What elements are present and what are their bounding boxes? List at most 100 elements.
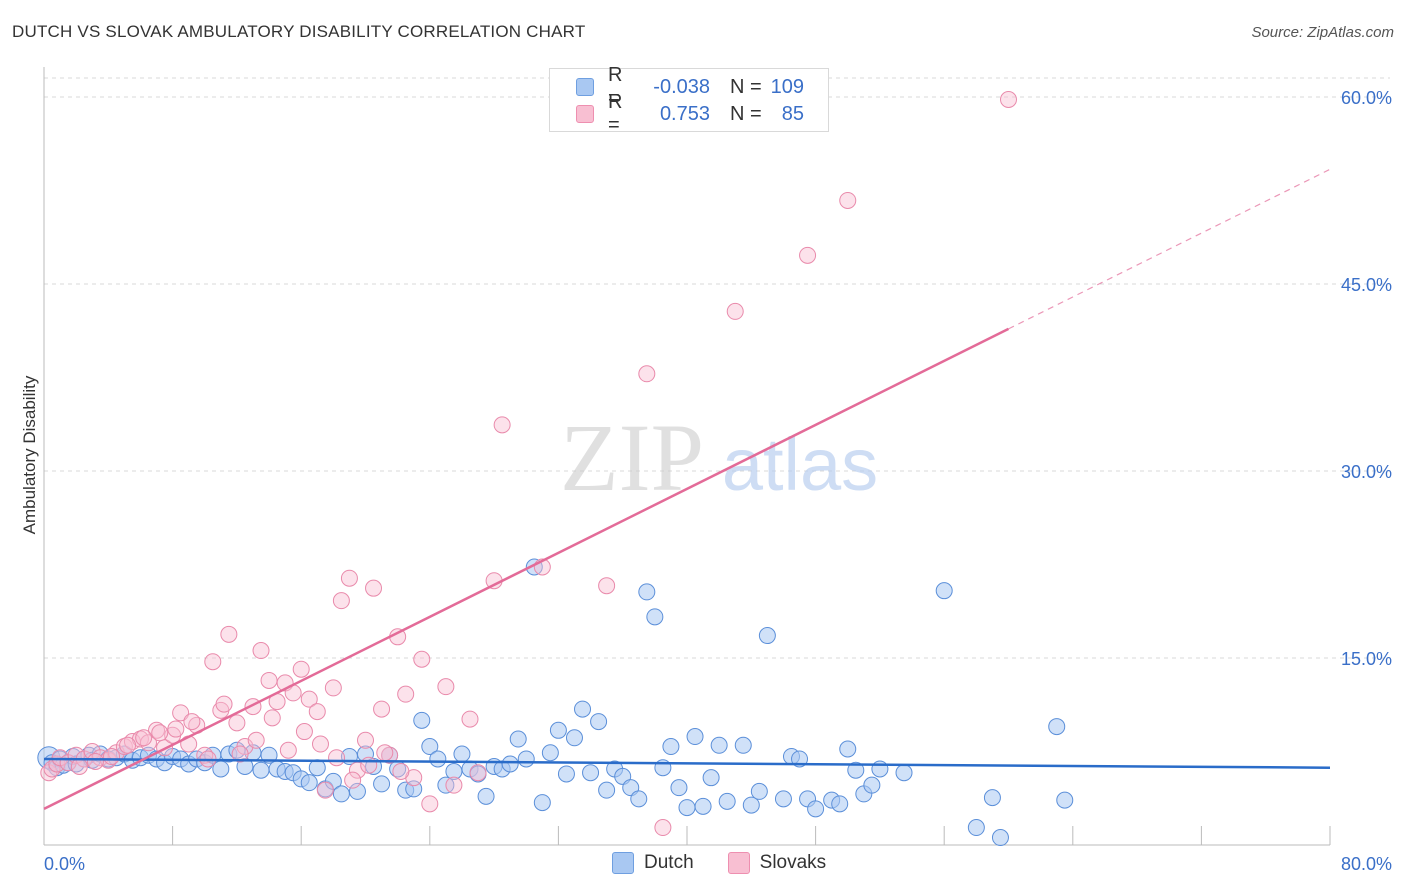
watermark-zip: ZIP xyxy=(560,404,704,511)
slovak-point xyxy=(279,741,297,759)
dutch-point xyxy=(935,582,953,600)
slovak-point xyxy=(357,731,374,749)
dutch-point xyxy=(839,740,857,758)
slovak-point xyxy=(839,191,857,209)
dutch-point xyxy=(670,779,688,797)
slovak-point xyxy=(183,713,201,731)
dutch-point xyxy=(863,776,881,794)
slovak-point xyxy=(148,721,166,739)
legend-n-label: N = xyxy=(730,75,762,98)
slovak-point xyxy=(231,745,249,763)
dutch-point xyxy=(541,744,559,762)
dutch-point xyxy=(967,819,985,837)
slovak-point xyxy=(316,781,334,799)
slovak-point xyxy=(260,671,278,689)
dutch-point xyxy=(983,789,1001,807)
slovak-point xyxy=(461,710,479,728)
dutch-point xyxy=(694,797,712,815)
slovak-point xyxy=(324,679,342,697)
slovak-trend-extension xyxy=(1008,168,1331,330)
dutch-point xyxy=(774,790,792,808)
slovak-point xyxy=(328,749,346,767)
slovak-point xyxy=(292,660,310,678)
dutch-point xyxy=(807,800,825,818)
dutch-point xyxy=(750,782,768,800)
legend-item-slovaks: Slovaks xyxy=(727,852,826,874)
dutch-point xyxy=(734,736,752,754)
dutch-point xyxy=(895,764,913,782)
slovak-point xyxy=(1000,90,1017,108)
watermark: ZIP atlas xyxy=(560,404,878,511)
slovak-point xyxy=(204,653,222,671)
slovak-point xyxy=(344,771,362,789)
slovak-point xyxy=(340,569,358,587)
dutch-point xyxy=(831,795,849,813)
legend-r-label: R = xyxy=(608,91,623,136)
slovak-point xyxy=(469,764,487,782)
slovak-point xyxy=(220,625,238,643)
slovak-point xyxy=(135,729,153,747)
dutch-point xyxy=(686,728,704,746)
legend-n-value-dutch: 109 xyxy=(770,75,804,98)
y-tick-label: 15.0% xyxy=(1341,649,1392,669)
dutch-point xyxy=(236,757,254,775)
dutch-point xyxy=(598,781,616,799)
dutch-point xyxy=(678,799,696,817)
slovak-point xyxy=(295,723,313,741)
dutch-point xyxy=(332,785,350,803)
dutch-point xyxy=(413,711,431,729)
slovak-point xyxy=(437,678,455,696)
slovak-point xyxy=(103,747,121,765)
dutch-point xyxy=(421,738,439,756)
legend-n-label: N = xyxy=(730,102,762,125)
legend-swatch-dutch xyxy=(576,78,594,96)
y-axis-label: Ambulatory Disability xyxy=(20,375,39,535)
x-tick-label: 0.0% xyxy=(44,854,85,874)
dutch-point xyxy=(429,750,447,768)
correlation-legend: R = -0.038 N = 109 R = 0.753 N = 85 xyxy=(549,64,829,136)
series-legend: Dutch Slovaks xyxy=(612,852,860,874)
axes xyxy=(43,67,1331,846)
trend-lines xyxy=(43,168,1331,810)
slovak-point xyxy=(654,819,672,837)
dutch-point xyxy=(574,700,592,718)
slovak-point xyxy=(228,714,246,732)
slovak-point xyxy=(360,756,378,774)
slovak-point xyxy=(311,735,329,753)
slovak-point xyxy=(151,724,169,742)
dutch-point xyxy=(758,627,776,645)
legend-r-value-slovak: 0.753 xyxy=(659,102,710,125)
slovak-point xyxy=(139,734,157,752)
legend-label-dutch: Dutch xyxy=(644,852,694,873)
dutch-point xyxy=(477,787,495,805)
dutch-point xyxy=(582,764,600,782)
dutch-point xyxy=(718,792,736,810)
slovak-point xyxy=(726,302,744,320)
dutch-point xyxy=(557,765,575,783)
slovak-point xyxy=(252,642,270,660)
slovak-point xyxy=(167,720,185,738)
slovak-point xyxy=(376,744,394,762)
dutch-point xyxy=(453,745,471,763)
slovak-point xyxy=(799,246,817,264)
slovak-point xyxy=(421,795,439,813)
slovak-point xyxy=(397,685,415,703)
legend-swatch-slovaks xyxy=(727,852,750,874)
dutch-point xyxy=(509,730,527,748)
slovak-point xyxy=(381,746,399,764)
dutch-point xyxy=(1048,718,1066,736)
slovak-point xyxy=(247,731,265,749)
dutch-point xyxy=(1056,791,1074,809)
dutch-trend-line xyxy=(43,757,1331,769)
slovak-point xyxy=(638,365,656,383)
dutch-points xyxy=(37,558,1074,847)
legend-swatch-dutch xyxy=(612,852,634,874)
y-tick-label: 60.0% xyxy=(1341,88,1392,108)
dutch-point xyxy=(662,738,680,756)
watermark-atlas: atlas xyxy=(722,423,878,506)
dutch-point xyxy=(300,774,318,792)
slovak-point xyxy=(172,704,190,722)
slovak-point xyxy=(263,709,281,727)
legend-row-dutch: R = -0.038 N = 109 xyxy=(576,64,804,109)
tick-labels: 15.0% 30.0% 45.0% 60.0% 0.0% 80.0% xyxy=(44,88,1392,874)
